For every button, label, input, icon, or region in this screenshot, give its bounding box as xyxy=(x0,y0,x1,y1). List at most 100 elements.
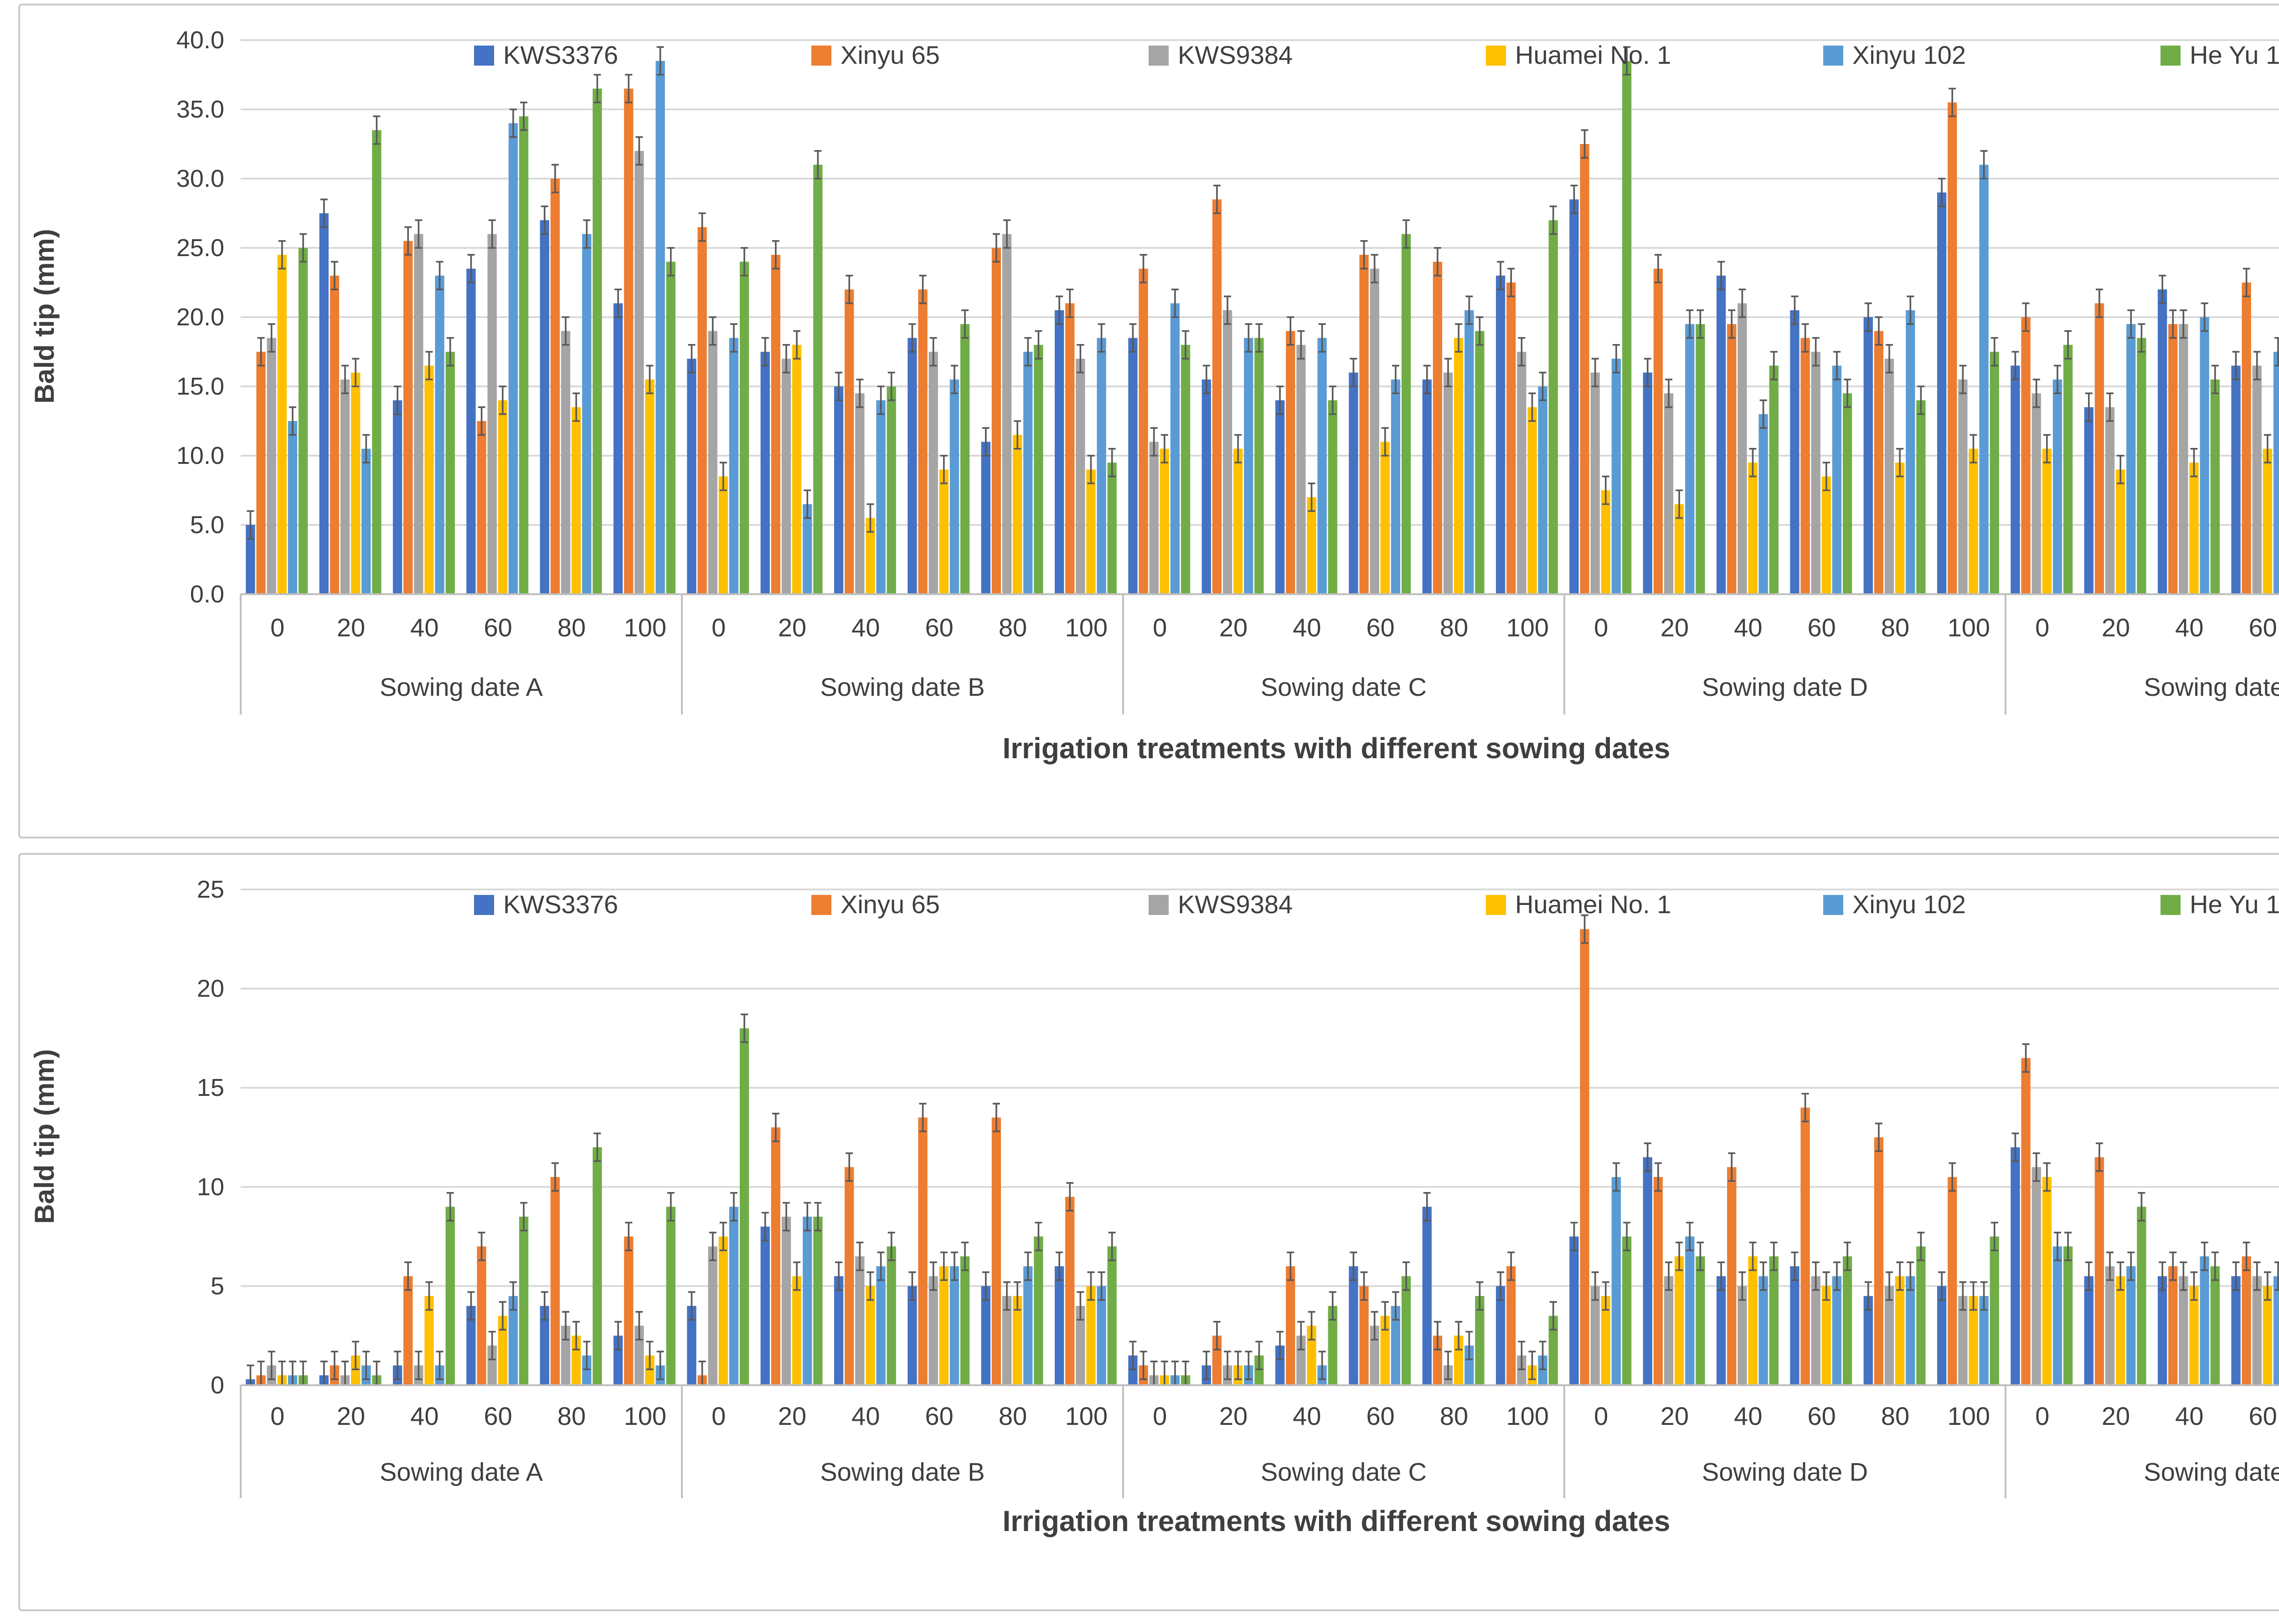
bar xyxy=(1821,1286,1831,1385)
legend-swatch xyxy=(1149,895,1169,915)
bar xyxy=(1517,352,1526,594)
bar xyxy=(1611,359,1621,594)
bar xyxy=(550,1177,560,1385)
bar xyxy=(1433,262,1443,594)
bar xyxy=(708,1246,717,1385)
bar xyxy=(1821,476,1831,594)
bar xyxy=(1969,1296,1978,1385)
bar xyxy=(1097,338,1106,594)
bar xyxy=(1716,275,1726,594)
bar xyxy=(2273,352,2279,594)
x-tick-irrigation: 80 xyxy=(1440,613,1468,642)
bar xyxy=(508,123,518,594)
bar xyxy=(330,275,340,594)
bar xyxy=(2094,1157,2104,1385)
bar xyxy=(2105,1266,2115,1385)
bar xyxy=(1548,220,1558,594)
x-group-label: Sowing date A xyxy=(380,1458,543,1486)
bar xyxy=(1328,1305,1337,1385)
bar xyxy=(1748,463,1758,594)
x-tick-irrigation: 0 xyxy=(270,1402,284,1430)
x-tick-irrigation: 20 xyxy=(1660,613,1689,642)
bar xyxy=(739,262,749,594)
y-tick-label: 0.0 xyxy=(190,581,224,608)
bar xyxy=(1307,497,1316,594)
x-tick-irrigation: 0 xyxy=(2035,1402,2049,1430)
bar xyxy=(918,289,928,594)
bar xyxy=(2084,407,2093,594)
y-tick-label: 5 xyxy=(211,1272,224,1300)
bar xyxy=(845,1167,854,1385)
bar xyxy=(1275,400,1285,594)
x-tick-irrigation: 100 xyxy=(1948,1402,1990,1430)
bar xyxy=(939,469,949,594)
bar xyxy=(1076,359,1085,594)
bar xyxy=(834,1276,844,1385)
bar xyxy=(1916,400,1926,594)
bar xyxy=(960,324,970,594)
bar xyxy=(2242,1256,2251,1385)
x-tick-irrigation: 60 xyxy=(1366,613,1395,642)
legend-label: KWS9384 xyxy=(1178,890,1293,919)
bar xyxy=(1517,1355,1526,1385)
bar xyxy=(1758,414,1768,594)
x-group-label: Sowing date C xyxy=(1261,1458,1427,1486)
bar xyxy=(1296,344,1306,594)
bar xyxy=(403,241,413,594)
y-tick-label: 15 xyxy=(197,1074,224,1101)
bar xyxy=(2105,407,2115,594)
legend-label: KWS3376 xyxy=(503,890,618,919)
legend-label: Huamei No. 1 xyxy=(1515,890,1671,919)
bar xyxy=(781,1217,791,1385)
bar xyxy=(1716,1276,1726,1385)
x-tick-irrigation: 80 xyxy=(557,1402,586,1430)
bar xyxy=(561,331,571,594)
x-tick-irrigation: 40 xyxy=(851,1402,880,1430)
bar xyxy=(1170,303,1180,594)
bar xyxy=(1696,1256,1705,1385)
bar xyxy=(2011,365,2020,594)
bar xyxy=(1727,324,1737,594)
bar xyxy=(1979,1296,1989,1385)
bar xyxy=(1937,192,1947,594)
bar xyxy=(1769,365,1779,594)
x-tick-irrigation: 20 xyxy=(2102,613,2130,642)
bar xyxy=(1800,1107,1810,1385)
bar xyxy=(876,400,886,594)
bar xyxy=(1990,352,1999,594)
bar xyxy=(1906,310,1915,594)
bar xyxy=(277,255,287,594)
bar xyxy=(1433,1336,1443,1385)
bar xyxy=(1895,1276,1905,1385)
bar xyxy=(803,1217,812,1385)
legend-label: Huamei No. 1 xyxy=(1515,41,1671,69)
bar xyxy=(1643,372,1652,594)
bar xyxy=(991,248,1001,594)
bar xyxy=(1254,338,1264,594)
bar xyxy=(2042,1177,2052,1385)
y-tick-label: 20.0 xyxy=(176,303,224,331)
x-tick-irrigation: 0 xyxy=(1594,1402,1608,1430)
bar xyxy=(2116,469,2125,594)
bar xyxy=(2252,365,2262,594)
x-tick-irrigation: 80 xyxy=(1440,1402,1468,1430)
x-tick-irrigation: 40 xyxy=(1293,1402,1321,1430)
bar xyxy=(1506,283,1516,594)
x-group-label: Sowing date B xyxy=(820,673,985,701)
bar xyxy=(2011,1147,2020,1385)
bar xyxy=(540,220,549,594)
bar xyxy=(645,1355,655,1385)
bar xyxy=(1391,379,1401,594)
bar xyxy=(1664,1276,1674,1385)
x-tick-irrigation: 60 xyxy=(1808,613,1836,642)
bar xyxy=(1979,164,1989,595)
bar xyxy=(2242,283,2251,594)
bar xyxy=(1475,1296,1485,1385)
bar xyxy=(1139,268,1148,594)
bar xyxy=(1696,324,1705,594)
y-tick-label: 10 xyxy=(197,1173,224,1201)
bar xyxy=(256,352,266,594)
bar xyxy=(540,1305,549,1385)
bar xyxy=(1842,393,1852,594)
x-tick-irrigation: 60 xyxy=(2249,1402,2277,1430)
